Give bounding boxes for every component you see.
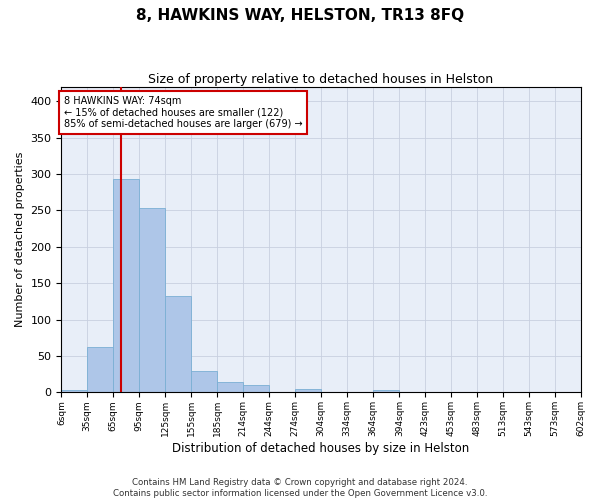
Bar: [139, 208, 165, 392]
Y-axis label: Number of detached properties: Number of detached properties: [15, 152, 25, 327]
Text: 8, HAWKINS WAY, HELSTON, TR13 8FQ: 8, HAWKINS WAY, HELSTON, TR13 8FQ: [136, 8, 464, 22]
Title: Size of property relative to detached houses in Helston: Size of property relative to detached ho…: [148, 72, 494, 86]
Bar: [191, 372, 217, 392]
Bar: [217, 382, 242, 392]
Bar: [113, 179, 139, 392]
Bar: [165, 296, 191, 392]
Bar: [61, 390, 86, 392]
Bar: [373, 390, 400, 392]
Bar: [295, 389, 321, 392]
Bar: [86, 348, 113, 393]
Text: 8 HAWKINS WAY: 74sqm
← 15% of detached houses are smaller (122)
85% of semi-deta: 8 HAWKINS WAY: 74sqm ← 15% of detached h…: [64, 96, 302, 129]
Bar: [242, 385, 269, 392]
Text: Contains HM Land Registry data © Crown copyright and database right 2024.
Contai: Contains HM Land Registry data © Crown c…: [113, 478, 487, 498]
X-axis label: Distribution of detached houses by size in Helston: Distribution of detached houses by size …: [172, 442, 470, 455]
